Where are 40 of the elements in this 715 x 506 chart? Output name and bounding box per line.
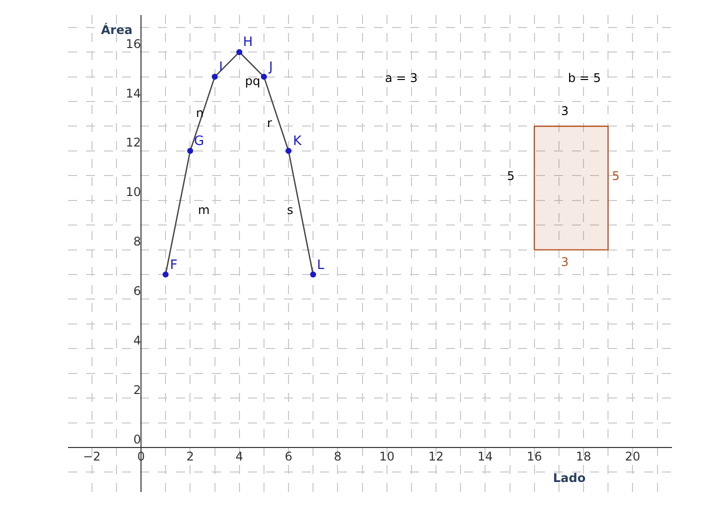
annotation: 3 — [561, 104, 569, 118]
y-tick-label: 10 — [126, 185, 142, 200]
y-tick-label: 2 — [133, 382, 142, 397]
annotation: b = 5 — [568, 71, 601, 85]
annotation: a = 3 — [385, 71, 418, 85]
y-tick-label: 0 — [133, 432, 142, 446]
x-tick-label: 2 — [186, 450, 194, 464]
y-tick-label: 4 — [133, 333, 142, 348]
y-tick-label: 6 — [133, 284, 142, 298]
annotation: K — [293, 134, 302, 149]
y-axis-title: Área — [101, 22, 132, 37]
annotation: 5 — [612, 169, 620, 183]
annotation: m — [198, 203, 210, 217]
annotation: 5 — [507, 169, 515, 183]
x-tick-label: 12 — [428, 450, 444, 464]
y-tick-label: 14 — [126, 86, 142, 100]
annotation: G — [194, 134, 204, 149]
x-tick-label: 14 — [478, 450, 493, 464]
annotation: J — [268, 60, 273, 75]
y-tick-label: 12 — [126, 136, 142, 150]
annotation: F — [170, 258, 178, 273]
x-axis-title: Lado — [553, 471, 586, 485]
x-tick-label: 10 — [379, 450, 394, 464]
annotation: I — [219, 60, 223, 75]
annotation: L — [317, 258, 325, 273]
annotation: H — [243, 35, 253, 50]
annotation: n — [196, 106, 204, 120]
x-tick-label: 8 — [334, 450, 342, 464]
annotation: s — [287, 203, 294, 217]
annotation: 3 — [561, 255, 569, 269]
y-tick-label: 8 — [133, 234, 142, 249]
x-tick-label: 20 — [625, 450, 640, 464]
annotation: pq — [245, 74, 260, 88]
x-tick-label: 6 — [284, 450, 292, 464]
y-tick-label: 16 — [126, 36, 142, 51]
annotation: r — [267, 116, 272, 130]
x-tick-label: −2 — [83, 450, 101, 464]
x-tick-label: 16 — [526, 450, 542, 464]
x-tick-label: 4 — [236, 450, 244, 464]
x-tick-label: 18 — [576, 450, 592, 464]
